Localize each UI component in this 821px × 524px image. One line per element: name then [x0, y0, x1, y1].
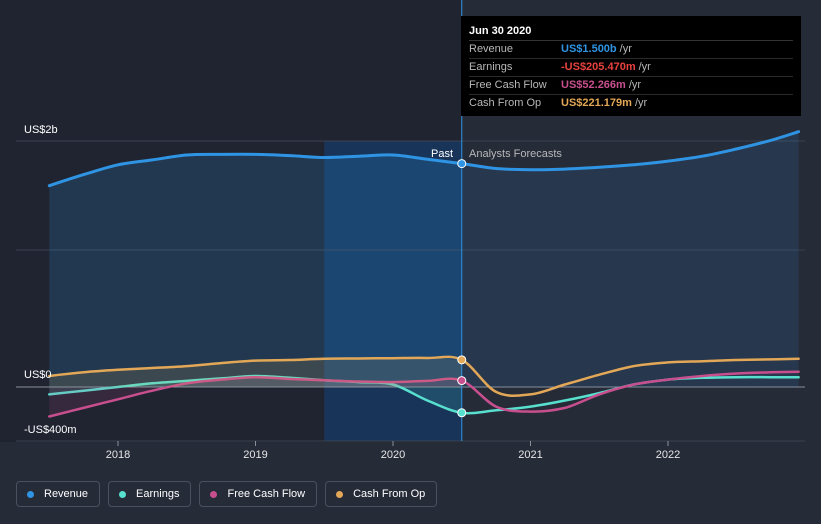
tooltip-date: Jun 30 2020 — [469, 24, 793, 41]
legend-label: Free Cash Flow — [227, 488, 306, 500]
series-area-cash-from-op — [49, 358, 462, 387]
tooltip-value: US$221.179m — [561, 97, 632, 109]
legend-dot-icon — [210, 490, 218, 498]
legend-dot-icon — [119, 490, 127, 498]
legend-item-revenue[interactable]: Revenue — [16, 481, 101, 507]
legend-dot-icon — [336, 490, 344, 498]
series-line-free-cash-flow — [48, 370, 800, 418]
legend-item-earnings[interactable]: Earnings — [108, 481, 192, 507]
legend: Revenue Earnings Free Cash Flow Cash Fro… — [16, 481, 438, 507]
tooltip-row-free-cash-flow: Free Cash Flow US$52.266m /yr — [469, 77, 793, 95]
tooltip-unit: /yr — [634, 97, 648, 109]
y-axis-label-zero: US$0 — [24, 369, 52, 381]
tooltip-value: -US$205.470m — [561, 61, 636, 73]
past-label: Past — [431, 148, 453, 160]
x-tick-label: 2022 — [656, 449, 680, 461]
legend-item-cash-from-op[interactable]: Cash From Op — [325, 481, 438, 507]
legend-label: Earnings — [136, 488, 180, 500]
x-tick-label: 2021 — [518, 449, 542, 461]
marker-layer — [457, 159, 467, 418]
x-tick-label: 2019 — [243, 449, 267, 461]
tooltip-unit: /yr — [628, 79, 642, 91]
tooltip-row-earnings: Earnings -US$205.470m /yr — [469, 59, 793, 77]
y-axis-label-top: US$2b — [24, 124, 58, 136]
series-marker-free-cash-flow[interactable] — [457, 376, 467, 386]
legend-item-free-cash-flow[interactable]: Free Cash Flow — [199, 481, 318, 507]
series-marker-earnings[interactable] — [457, 408, 467, 418]
forecast-label: Analysts Forecasts — [469, 148, 562, 160]
legend-label: Revenue — [44, 488, 89, 500]
tooltip-value: US$52.266m — [561, 79, 626, 91]
tooltip-label: Earnings — [469, 61, 513, 73]
y-axis-label-bottom: -US$400m — [24, 424, 77, 436]
series-area-revenue — [49, 154, 462, 387]
series-area-free-cash-flow — [49, 377, 462, 417]
series-line-revenue — [47, 130, 801, 188]
tooltip-unit: /yr — [619, 43, 632, 55]
x-axis: 2018 2019 2020 2021 2022 — [106, 441, 680, 461]
series-marker-revenue[interactable] — [457, 159, 467, 169]
legend-dot-icon — [27, 490, 34, 498]
tooltip: Jun 30 2020 Revenue US$1.500b /yr Earnin… — [461, 16, 801, 116]
series-forecast-area-revenue — [461, 131, 799, 387]
x-tick-label: 2018 — [106, 449, 130, 461]
tooltip-row-cash-from-op: Cash From Op US$221.179m /yr — [469, 95, 793, 112]
x-tick-label: 2020 — [381, 449, 405, 461]
series-area-earnings — [49, 376, 462, 413]
tooltip-value: US$1.500b — [561, 43, 617, 55]
tooltip-label: Free Cash Flow — [469, 79, 547, 91]
tooltip-label: Cash From Op — [469, 97, 542, 109]
tooltip-label: Revenue — [469, 43, 514, 55]
highlight-band — [324, 141, 462, 441]
series-marker-cash-from-op[interactable] — [457, 355, 467, 365]
series-layer — [47, 130, 801, 418]
tooltip-row-revenue: Revenue US$1.500b /yr — [469, 41, 793, 59]
legend-label: Cash From Op — [353, 488, 426, 500]
tooltip-unit: /yr — [638, 61, 651, 73]
series-line-cash-from-op — [48, 355, 800, 398]
